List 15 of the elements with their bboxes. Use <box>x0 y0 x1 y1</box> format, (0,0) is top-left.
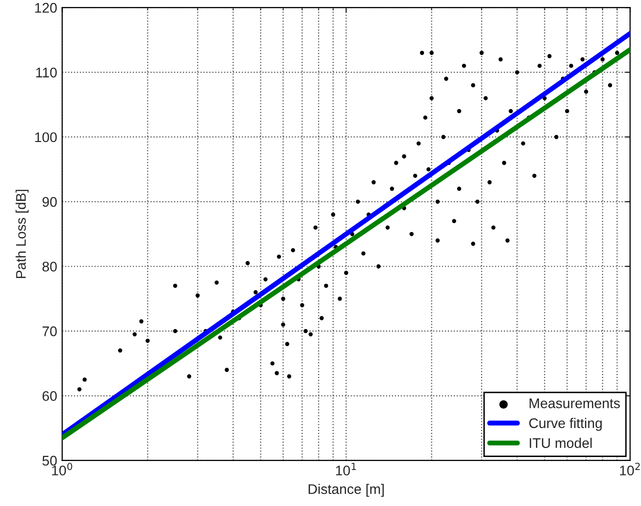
legend-label: ITU model <box>530 438 592 448</box>
y-tick-label: 60 <box>42 391 57 401</box>
y-tick-label: 70 <box>42 326 57 336</box>
y-tick-label: 50 <box>42 456 57 466</box>
y-tick-label: 120 <box>35 2 57 13</box>
legend-label: Curve fitting <box>529 418 602 431</box>
y-tick-label: 90 <box>42 197 57 207</box>
x-axis-title: Distance [m] <box>308 484 384 497</box>
x-tick-label: 10$^{1}$ <box>336 462 356 476</box>
y-tick-label: 110 <box>36 68 57 78</box>
legend-label: Measurements <box>530 398 620 408</box>
y-tick-label: 100 <box>35 132 57 142</box>
y-axis-title: Path Loss [dB] <box>16 190 29 278</box>
y-tick-label: 80 <box>42 262 57 272</box>
x-tick-label: 10$^{2}$ <box>620 462 640 476</box>
